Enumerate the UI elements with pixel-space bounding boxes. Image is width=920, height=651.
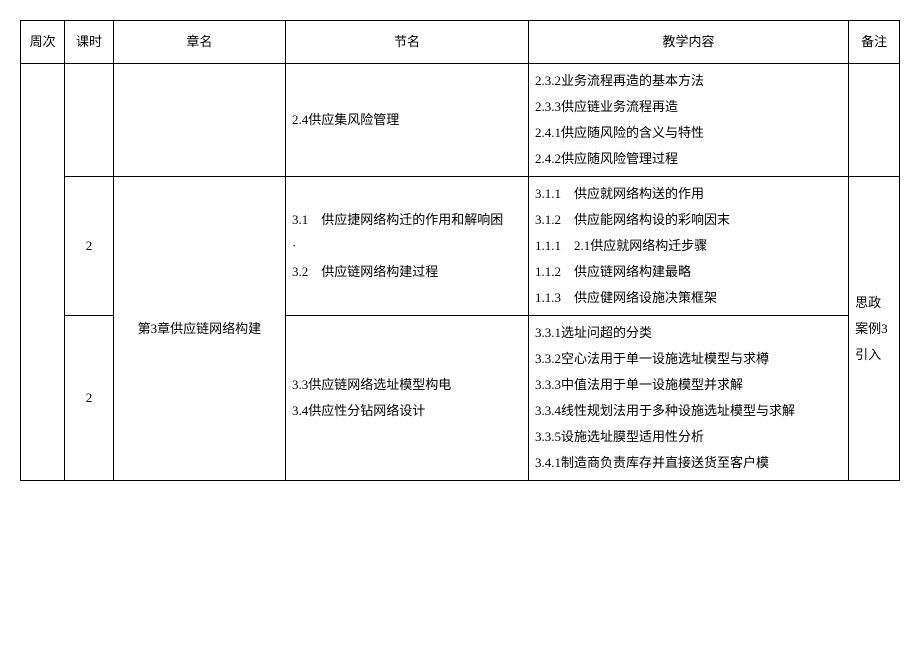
cell-hours bbox=[65, 64, 114, 177]
cell-content: 3.1.1 供应就网络构送的作用 3.1.2 供应能网络构设的彩响因末 1.1.… bbox=[528, 177, 848, 316]
cell-section: 3.1 供应捷网络构迁的作用和解响困 · 3.2 供应链网络构建过程 bbox=[286, 177, 529, 316]
cell-week bbox=[21, 64, 65, 481]
schedule-table: 周次 课时 章名 节名 教学内容 备注 2.4供应集风险管理 2.3.2业务流程… bbox=[20, 20, 900, 481]
cell-hours: 2 bbox=[65, 177, 114, 316]
cell-hours: 2 bbox=[65, 316, 114, 481]
header-chapter: 章名 bbox=[113, 21, 285, 64]
cell-chapter bbox=[113, 64, 285, 177]
header-week: 周次 bbox=[21, 21, 65, 64]
page-container: 周次 课时 章名 节名 教学内容 备注 2.4供应集风险管理 2.3.2业务流程… bbox=[20, 20, 900, 481]
header-hours: 课时 bbox=[65, 21, 114, 64]
cell-note: 思政案例3引入 bbox=[849, 177, 900, 481]
header-note: 备注 bbox=[849, 21, 900, 64]
cell-section: 2.4供应集风险管理 bbox=[286, 64, 529, 177]
cell-content: 3.3.1选址问超的分类 3.3.2空心法用于单一设施选址模型与求樽 3.3.3… bbox=[528, 316, 848, 481]
cell-note bbox=[849, 64, 900, 177]
cell-section: 3.3供应链网络选址模型构电 3.4供应性分钻网络设计 bbox=[286, 316, 529, 481]
cell-chapter: 第3章供应链网络构建 bbox=[113, 177, 285, 481]
header-content: 教学内容 bbox=[528, 21, 848, 64]
table-row: 2 第3章供应链网络构建 3.1 供应捷网络构迁的作用和解响困 · 3.2 供应… bbox=[21, 177, 900, 316]
header-section: 节名 bbox=[286, 21, 529, 64]
cell-content: 2.3.2业务流程再造的基本方法 2.3.3供应链业务流程再造 2.4.1供应随… bbox=[528, 64, 848, 177]
table-row: 2.4供应集风险管理 2.3.2业务流程再造的基本方法 2.3.3供应链业务流程… bbox=[21, 64, 900, 177]
header-row: 周次 课时 章名 节名 教学内容 备注 bbox=[21, 21, 900, 64]
